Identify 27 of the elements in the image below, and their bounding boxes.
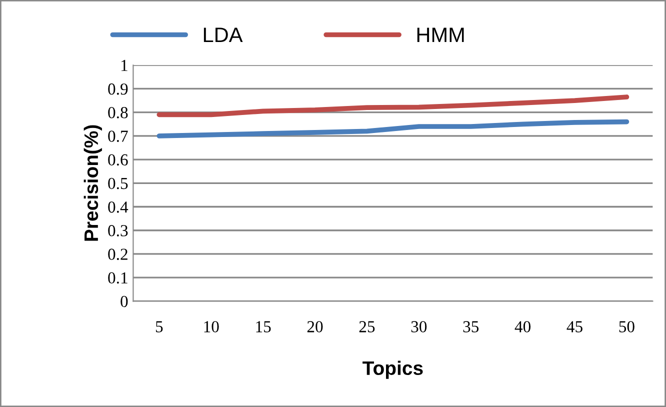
y-tick-label: 1 [121, 60, 128, 71]
y-tick-label: 0.5 [108, 178, 128, 190]
x-tick-label: 10 [204, 321, 219, 332]
x-tick-label: 40 [514, 321, 531, 332]
x-tick-label: 30 [411, 321, 427, 332]
y-tick-label: 0.3 [108, 225, 128, 236]
y-tick-label: 0.6 [108, 154, 128, 166]
y-tick-label: 0.8 [108, 107, 128, 118]
x-tick-label: 5 [156, 321, 163, 332]
x-tick-label: 50 [619, 321, 634, 332]
legend-label: HMM [417, 28, 464, 42]
line-series [156, 94, 630, 118]
x-tick-label: 25 [359, 321, 375, 332]
y-tick-label: 0.7 [108, 130, 128, 142]
x-tick-label: 45 [566, 321, 582, 332]
x-axis-title: Topics [362, 360, 423, 379]
line-series [156, 119, 630, 138]
x-tick-label: 35 [463, 321, 479, 332]
y-axis-title: Precision(%) [84, 125, 102, 241]
legend-label: LDA [204, 28, 243, 42]
x-tick-label: 20 [307, 321, 323, 332]
y-tick-label: 0.4 [108, 201, 128, 213]
x-tick-label: 15 [256, 321, 271, 332]
y-tick-label: 0.1 [108, 272, 128, 284]
y-tick-label: 0.2 [108, 248, 128, 260]
y-tick-label: 0 [120, 296, 128, 308]
y-tick-label: 0.9 [108, 83, 128, 95]
